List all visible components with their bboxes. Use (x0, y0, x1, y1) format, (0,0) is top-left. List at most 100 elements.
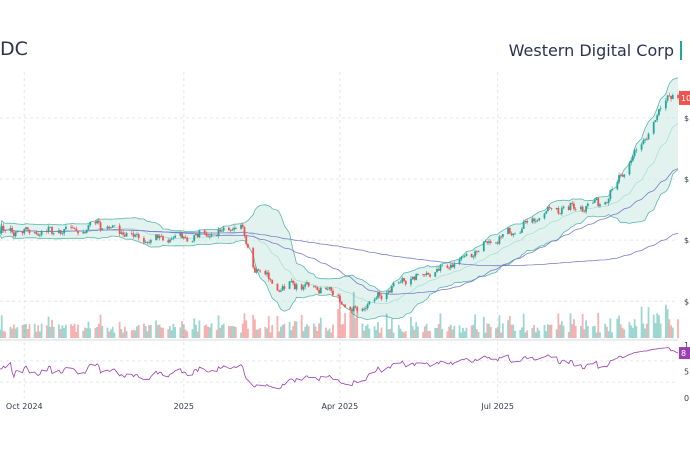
volume-bar-142 (342, 323, 345, 338)
candle-body-112 (269, 279, 272, 281)
candle-body-79 (191, 240, 194, 242)
volume-bar-140 (338, 293, 341, 338)
candle-body-274 (664, 100, 667, 109)
candle-body-153 (368, 301, 371, 305)
candle-body-62 (148, 241, 151, 243)
candle-body-142 (342, 304, 345, 306)
candle-body-160 (387, 290, 390, 293)
candle-body-81 (195, 234, 197, 236)
candle-body-77 (184, 236, 187, 238)
volume-bar-122 (293, 321, 296, 338)
candle-body-122 (293, 283, 296, 290)
candle-body-250 (606, 202, 608, 204)
candle-body-19 (45, 230, 48, 232)
candle-body-138 (332, 290, 334, 296)
volume-bar-160 (387, 329, 390, 338)
volume-bar-254 (616, 318, 619, 338)
volume-bar-157 (378, 332, 381, 338)
candle-body-215 (521, 228, 523, 233)
volume-bar-172 (415, 322, 418, 338)
candle-body-33 (77, 231, 79, 234)
volume-bar-242 (585, 320, 587, 338)
candle-body-113 (271, 280, 274, 284)
volume-bar-141 (340, 324, 343, 338)
volume-bar-134 (325, 327, 327, 338)
volume-bar-188 (453, 325, 456, 338)
candle-body-88 (210, 234, 213, 237)
volume-bar-44 (106, 327, 109, 338)
volume-bar-176 (425, 323, 428, 338)
candle-body-262 (633, 150, 636, 157)
volume-bar-111 (267, 316, 270, 338)
candle-body-243 (586, 203, 589, 207)
volume-bar-183 (441, 329, 444, 338)
candle-body-205 (496, 242, 499, 244)
candle-body-228 (550, 208, 553, 209)
volume-bar-266 (644, 328, 646, 338)
rsi-tick-label-1: 5 (684, 368, 689, 377)
volume-bar-90 (217, 315, 220, 338)
candle-body-229 (555, 208, 558, 209)
volume-bar-31 (73, 323, 76, 338)
badges: 10 8 (679, 90, 690, 360)
candle-body-123 (295, 284, 298, 290)
volume-bar-16 (37, 325, 40, 338)
volume-bar-190 (460, 332, 463, 338)
candle-body-11 (25, 227, 27, 230)
bollinger-fill (0, 77, 678, 320)
volume-bar-244 (592, 326, 594, 338)
volume-bar-61 (146, 331, 149, 338)
rsi-line (0, 347, 679, 390)
candle-body-241 (583, 211, 586, 213)
candle-body-105 (254, 267, 256, 273)
candle-body-120 (290, 280, 293, 282)
bollinger-band (0, 77, 679, 321)
candle-body-100 (241, 224, 244, 227)
candle-body-50 (120, 232, 123, 234)
volume-bar-17 (38, 331, 41, 338)
candle-body-111 (267, 272, 270, 280)
volume-bar-162 (390, 318, 393, 338)
volume-bar-19 (45, 325, 48, 338)
candle-body-234 (567, 206, 570, 210)
volume-bar-38 (89, 328, 92, 338)
volume-bar-261 (632, 327, 634, 338)
volume-bar-9 (21, 324, 24, 338)
volume-bar-125 (302, 331, 305, 338)
candle-body-173 (416, 274, 419, 275)
candle-body-63 (149, 240, 152, 243)
candle-body-232 (560, 208, 563, 214)
volume-bar-210 (508, 315, 511, 338)
volume-bar-12 (26, 328, 29, 338)
volume-bar-185 (448, 326, 451, 338)
volume-bar-147 (354, 318, 357, 338)
candle-body-108 (259, 270, 262, 272)
candle-body-52 (123, 234, 126, 237)
candle-body-224 (543, 213, 546, 219)
volume-bar-165 (399, 328, 402, 338)
candle-body-174 (422, 274, 424, 275)
volume-bar-95 (229, 326, 232, 338)
volume-bar-119 (288, 321, 291, 338)
candle-body-7 (14, 232, 17, 237)
volume-bar-180 (436, 327, 438, 338)
candle-body-90 (217, 229, 220, 236)
candle-body-264 (640, 144, 643, 150)
volume-bar-170 (411, 326, 414, 338)
candle-body-149 (361, 308, 364, 311)
candle-body-2 (2, 225, 5, 231)
candle-body-31 (73, 227, 76, 229)
volume-bar-223 (538, 330, 541, 338)
candle-body-94 (227, 227, 230, 231)
candle-body-220 (533, 218, 535, 222)
volume-bar-247 (597, 312, 600, 338)
volume-bar-26 (61, 325, 64, 338)
candle-body-192 (463, 255, 466, 257)
candle-body-76 (182, 236, 185, 239)
volume-bar-11 (25, 324, 27, 338)
volume-bar-0 (0, 329, 1, 338)
volume-bar-82 (196, 331, 199, 338)
candle-body-96 (231, 229, 234, 231)
candle-body-199 (482, 241, 485, 252)
candle-body-272 (658, 109, 660, 116)
